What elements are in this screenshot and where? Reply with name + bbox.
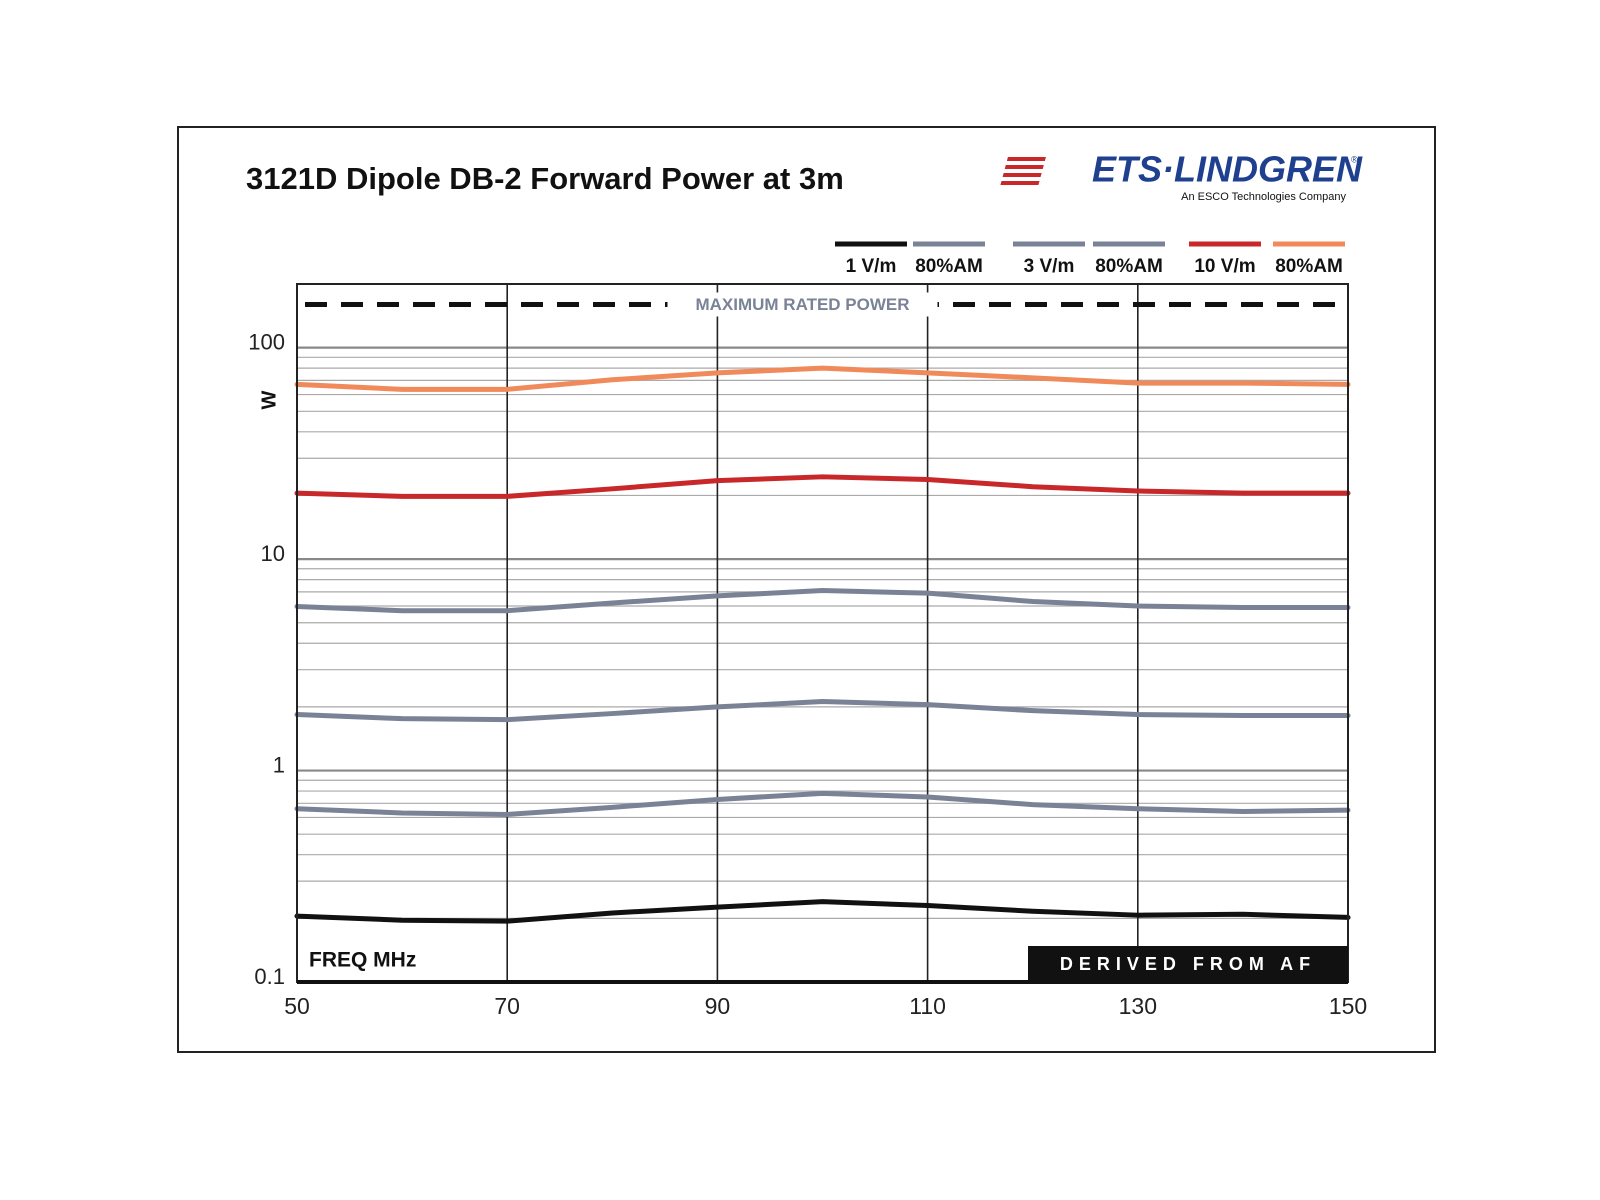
legend-label: 80%AM xyxy=(1275,256,1343,277)
x-tick-label: 150 xyxy=(1329,993,1367,1019)
legend-label: 80%AM xyxy=(1095,256,1163,277)
x-tick-label: 70 xyxy=(494,993,520,1019)
y-tick-label: 10 xyxy=(261,541,285,566)
series-line xyxy=(294,365,1351,392)
logo: ETS·LINDGREN ® An ESCO Technologies Comp… xyxy=(1000,149,1363,203)
series-line xyxy=(294,699,1351,723)
x-tick-label: 50 xyxy=(284,993,310,1019)
legend-label: 10 V/m xyxy=(1194,256,1255,277)
legend-label: 80%AM xyxy=(915,256,983,277)
logo-name: ETS·LINDGREN xyxy=(1092,149,1363,190)
series-line xyxy=(294,899,1351,924)
x-tick-label: 130 xyxy=(1119,993,1157,1019)
legend-label: 3 V/m xyxy=(1024,256,1075,277)
note: DERIVED FROM AF xyxy=(1060,954,1316,974)
note-box xyxy=(1028,946,1348,982)
max-power-label: MAXIMUM RATED POWER xyxy=(695,295,909,314)
series-line xyxy=(294,588,1351,614)
y-tick-label: 0.1 xyxy=(254,964,285,989)
y-axis-label: W xyxy=(258,390,280,409)
x-axis-label: FREQ MHz xyxy=(309,949,416,972)
y-tick-label: 1 xyxy=(273,752,285,777)
chart-title: 3121D Dipole DB-2 Forward Power at 3m xyxy=(246,161,844,196)
plot-area xyxy=(297,284,1348,982)
y-tick-label: 100 xyxy=(248,329,285,354)
legend-label: 1 V/m xyxy=(846,256,897,277)
max-power-label-bg xyxy=(667,292,938,317)
x-tick-label: 90 xyxy=(705,993,731,1019)
logo-mark: ® xyxy=(1351,154,1358,164)
logo-icon xyxy=(1000,157,1046,185)
logo-tagline: An ESCO Technologies Company xyxy=(1181,191,1346,203)
series-line xyxy=(294,790,1351,817)
x-tick-label: 110 xyxy=(909,993,946,1019)
series-line xyxy=(294,474,1351,499)
